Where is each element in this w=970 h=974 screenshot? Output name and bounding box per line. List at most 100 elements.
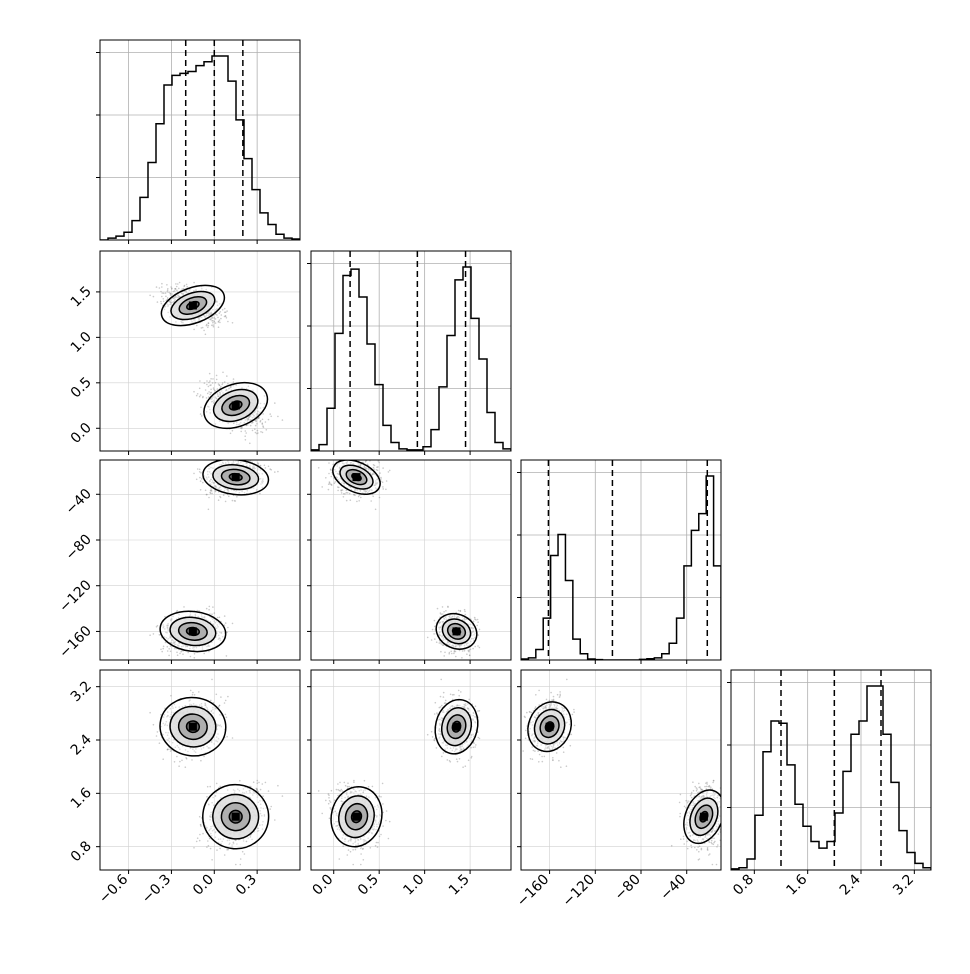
scatter-point (149, 295, 151, 297)
scatter-point (464, 611, 466, 613)
scatter-point (196, 610, 198, 612)
scatter-point (182, 653, 184, 655)
scatter-point (183, 288, 185, 290)
scatter-point (226, 655, 228, 657)
histogram-0 (100, 56, 300, 240)
scatter-point (174, 648, 176, 650)
scatter-point (219, 385, 221, 387)
scatter-point (331, 476, 333, 478)
scatter-point (216, 694, 218, 696)
scatter-point (160, 301, 162, 303)
scatter-point (157, 301, 159, 303)
scatter-point (258, 458, 260, 460)
scatter-point (200, 480, 202, 482)
scatter-point (473, 621, 475, 623)
scatter-point (156, 626, 158, 628)
scatter-point (264, 465, 266, 467)
scatter-point (347, 492, 349, 494)
scatter-point (477, 619, 479, 621)
scatter-point (190, 656, 192, 658)
scatter-point (465, 614, 467, 616)
scatter-point (270, 416, 272, 418)
scatter-point (163, 301, 165, 303)
scatter-point (232, 430, 234, 432)
scatter-point (178, 288, 180, 290)
scatter-point (204, 382, 206, 384)
scatter-point (328, 483, 330, 485)
scatter-point (200, 407, 202, 409)
scatter-point (220, 311, 222, 313)
scatter-point (206, 608, 208, 610)
scatter-point (156, 735, 158, 737)
scatter-point (209, 492, 211, 494)
scatter-point (260, 420, 262, 422)
scatter-point (210, 392, 212, 394)
scatter-point (211, 613, 213, 615)
scatter-point (266, 429, 268, 431)
scatter-point (224, 615, 226, 617)
scatter-point (437, 608, 439, 610)
scatter-point (187, 652, 189, 654)
histogram-1 (311, 267, 511, 451)
scatter-point (386, 480, 388, 482)
scatter-point (382, 467, 384, 469)
density-peak (189, 627, 197, 635)
scatter-point (186, 284, 188, 286)
scatter-point (282, 419, 284, 421)
scatter-point (373, 467, 375, 469)
scatter-point (220, 696, 222, 698)
scatter-point (206, 494, 208, 496)
scatter-point (268, 419, 270, 421)
scatter-point (328, 473, 330, 475)
scatter-point (163, 298, 165, 300)
scatter-point (233, 378, 235, 380)
scatter-point (434, 620, 436, 622)
scatter-point (469, 649, 471, 651)
scatter-point (208, 325, 210, 327)
scatter-point (330, 469, 332, 471)
scatter-point (474, 646, 476, 648)
scatter-point (176, 652, 178, 654)
scatter-point (210, 488, 212, 490)
scatter-point (235, 500, 237, 502)
scatter-point (156, 286, 158, 288)
scatter-point (222, 309, 224, 311)
scatter-point (169, 748, 171, 750)
scatter-point (221, 314, 223, 316)
scatter-point (208, 391, 210, 393)
scatter-point (453, 653, 455, 655)
scatter-point (262, 425, 264, 427)
scatter-point (161, 303, 163, 305)
scatter-point (179, 761, 181, 763)
scatter-point (434, 638, 436, 640)
scatter-point (226, 717, 228, 719)
scatter-point (201, 415, 203, 417)
scatter-point (220, 497, 222, 499)
scatter-point (455, 656, 457, 658)
scatter-point (277, 416, 279, 418)
scatter-point (208, 382, 210, 384)
scatter-point (159, 634, 161, 636)
scatter-point (207, 327, 209, 329)
scatter-point (220, 386, 222, 388)
panel-2-2 (517, 460, 721, 664)
contour-group (156, 278, 230, 334)
scatter-point (382, 488, 384, 490)
scatter-point (163, 646, 165, 648)
scatter-point (191, 759, 193, 761)
scatter-point (252, 422, 254, 424)
scatter-point (346, 500, 348, 502)
scatter-point (358, 496, 360, 498)
scatter-point (178, 765, 180, 767)
scatter-point (179, 282, 181, 284)
panel-2-0: −160−120−80−40 (56, 455, 300, 668)
scatter-point (210, 378, 212, 380)
scatter-point (165, 296, 167, 298)
scatter-point (373, 468, 375, 470)
scatter-point (206, 380, 208, 382)
scatter-point (236, 496, 238, 498)
scatter-point (200, 472, 202, 474)
scatter-point (476, 625, 478, 627)
scatter-point (226, 632, 228, 634)
scatter-point (250, 425, 252, 427)
